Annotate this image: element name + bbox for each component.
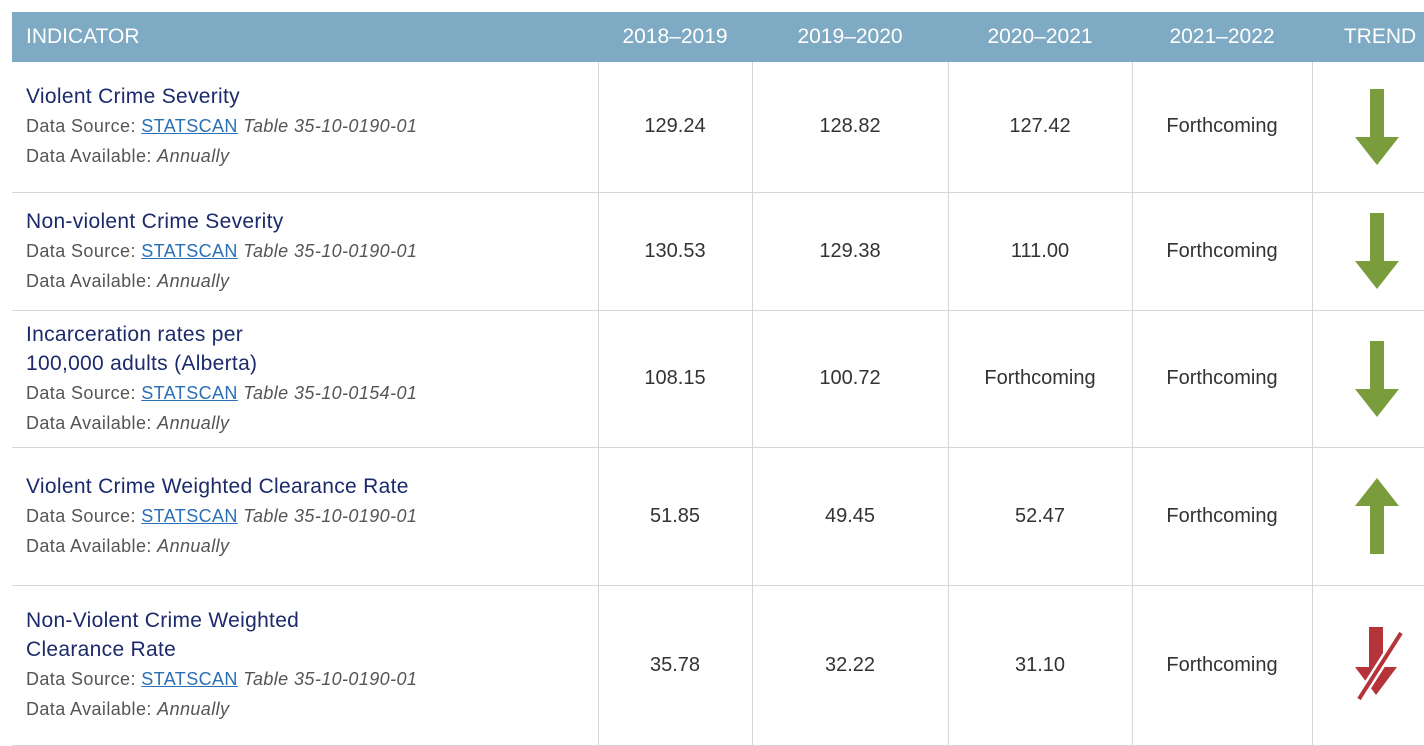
indicator-title: Non-violent Crime Severity [26, 209, 284, 233]
header-cell: 2020–2021 [948, 12, 1132, 62]
data-availability: Data Available: Annually [26, 408, 598, 438]
trend-cell [1311, 62, 1424, 193]
source-link[interactable]: STATSCAN [141, 240, 238, 261]
trend-down-arrow [1354, 213, 1399, 289]
source-link[interactable]: STATSCAN [141, 505, 238, 526]
trend-cell [1311, 310, 1424, 448]
indicator-title: Clearance Rate [26, 638, 177, 661]
indicator-table-wrap: INDICATOR 2018–2019 2019–2020 2020–2021 2021… [12, 12, 1424, 746]
table-row: Non-Violent Crime Weighted Clearance Rate… [12, 585, 1424, 746]
availability-value: Annually [157, 412, 230, 433]
availability-label: Data Available: [26, 146, 152, 167]
table-body: Violent Crime Severity Data Source: STATS… [12, 62, 1424, 746]
data-source: Data Source: STATSCAN Table 35-10-0190-0… [26, 501, 598, 531]
table-row: Violent Crime Severity Data Source: STATS… [12, 62, 1424, 193]
header-cell: 2019–2020 [752, 12, 948, 62]
source-link[interactable]: STATSCAN [141, 669, 238, 689]
source-table: Table 35-10-0190-01 [243, 669, 418, 689]
value-cell: 111.00 [947, 192, 1132, 311]
availability-label: Data Available: [26, 412, 152, 433]
value-cell: Forthcoming [947, 310, 1132, 448]
indicator-title: 100,000 adults (Alberta) [26, 351, 258, 375]
header-cell: TREND [1312, 12, 1424, 62]
availability-value: Annually [157, 146, 230, 167]
value-cell: 31.10 [947, 585, 1132, 746]
source-label: Data Source: [26, 669, 136, 689]
value-cell: Forthcoming [1131, 62, 1312, 193]
data-source: Data Source: STATSCAN Table 35-10-0190-0… [26, 111, 598, 141]
data-availability: Data Available: Annually [26, 266, 598, 296]
indicator-cell: Non-violent Crime Severity Data Source: S… [12, 192, 598, 311]
indicator-cell: Incarceration rates per 100,000 adults (A… [12, 310, 598, 448]
availability-label: Data Available: [26, 535, 152, 556]
value-cell: 127.42 [947, 62, 1132, 193]
value-cell: 35.78 [597, 585, 752, 746]
availability-label: Data Available: [26, 699, 152, 719]
trend-cell [1311, 192, 1424, 311]
table-row: Violent Crime Weighted Clearance Rate Dat… [12, 447, 1424, 586]
indicator-cell: Violent Crime Weighted Clearance Rate Dat… [12, 447, 598, 586]
source-label: Data Source: [26, 505, 136, 526]
value-cell: 52.47 [947, 447, 1132, 586]
data-availability: Data Available: Annually [26, 141, 598, 171]
table-row: Non-violent Crime Severity Data Source: S… [12, 192, 1424, 311]
data-source: Data Source: STATSCAN Table 35-10-0154-0… [26, 378, 598, 408]
data-source: Data Source: STATSCAN Table 35-10-0190-0… [26, 664, 598, 694]
source-table: Table 35-10-0190-01 [243, 505, 418, 526]
header-cell: INDICATOR [12, 12, 598, 62]
data-source: Data Source: STATSCAN Table 35-10-0190-0… [26, 236, 598, 266]
indicator-title: Incarceration rates per [26, 322, 244, 346]
value-cell: 128.82 [751, 62, 948, 193]
value-cell: 108.15 [597, 310, 752, 448]
data-availability: Data Available: Annually [26, 531, 598, 561]
value-cell: 32.22 [751, 585, 948, 746]
value-cell: 129.24 [597, 62, 752, 193]
value-cell: Forthcoming [1131, 585, 1312, 746]
availability-value: Annually [157, 535, 230, 556]
header-cell: 2021–2022 [1132, 12, 1312, 62]
value-cell: 100.72 [751, 310, 948, 448]
header-row: INDICATOR 2018–2019 2019–2020 2020–2021 2021… [12, 12, 1424, 62]
source-label: Data Source: [26, 240, 136, 261]
value-cell: Forthcoming [1131, 192, 1312, 311]
value-cell: 49.45 [751, 447, 948, 586]
value-cell: 130.53 [597, 192, 752, 311]
trend-up-arrow [1354, 478, 1399, 554]
table-row: Incarceration rates per 100,000 adults (A… [12, 310, 1424, 448]
availability-label: Data Available: [26, 270, 152, 291]
source-link[interactable]: STATSCAN [141, 116, 238, 137]
indicator-title: Violent Crime Weighted Clearance Rate [26, 474, 409, 498]
value-cell: 51.85 [597, 447, 752, 586]
trend-down-arrow [1354, 88, 1399, 165]
indicator-cell: Non-Violent Crime Weighted Clearance Rate… [12, 585, 598, 746]
indicator-title: Non-Violent Crime Weighted [26, 609, 300, 632]
source-label: Data Source: [26, 382, 136, 403]
trend-crossed-arrow [1354, 627, 1405, 702]
source-label: Data Source: [26, 116, 136, 137]
indicator-table: INDICATOR 2018–2019 2019–2020 2020–2021 2021… [12, 12, 1424, 746]
header-cell: 2018–2019 [598, 12, 752, 62]
value-cell: Forthcoming [1131, 310, 1312, 448]
source-table: Table 35-10-0190-01 [243, 116, 418, 137]
trend-down-arrow [1354, 340, 1399, 417]
availability-value: Annually [157, 270, 230, 291]
trend-cell [1311, 585, 1424, 746]
source-table: Table 35-10-0190-01 [243, 240, 418, 261]
source-link[interactable]: STATSCAN [141, 382, 238, 403]
source-table: Table 35-10-0154-01 [243, 382, 418, 403]
indicator-cell: Violent Crime Severity Data Source: STATS… [12, 62, 598, 193]
value-cell: Forthcoming [1131, 447, 1312, 586]
data-availability: Data Available: Annually [26, 694, 598, 724]
trend-cell [1311, 447, 1424, 586]
value-cell: 129.38 [751, 192, 948, 311]
indicator-title: Violent Crime Severity [26, 85, 240, 109]
availability-value: Annually [157, 699, 230, 719]
